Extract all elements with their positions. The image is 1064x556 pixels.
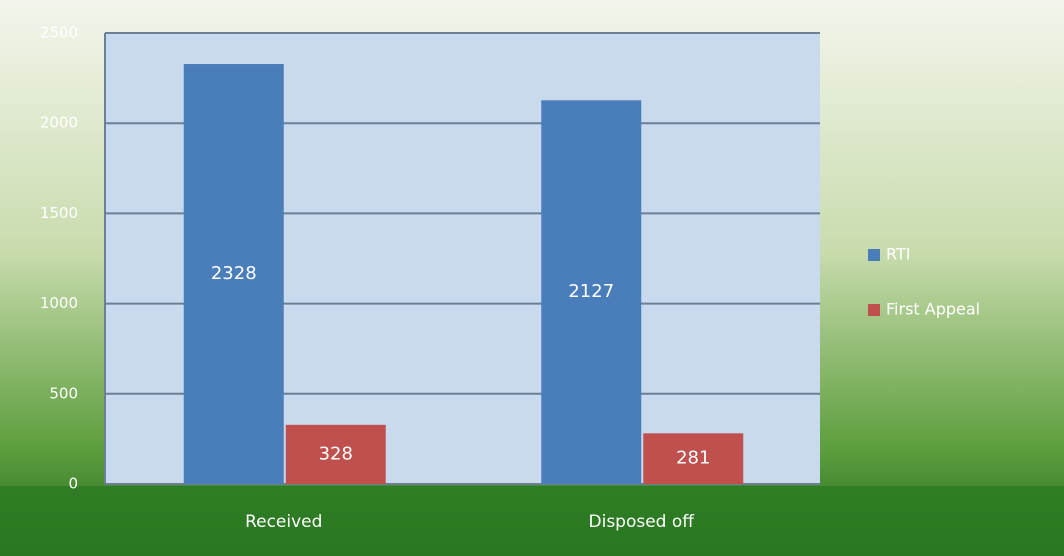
data-label: 328 <box>319 443 353 464</box>
legend-label: First Appeal <box>886 300 980 319</box>
legend-swatch <box>868 249 880 261</box>
bar <box>643 433 744 484</box>
data-label: 2328 <box>211 263 257 284</box>
bar <box>541 100 642 485</box>
y-tick-label: 2000 <box>40 114 78 132</box>
y-tick-label: 500 <box>49 384 78 402</box>
y-tick-label: 2500 <box>40 24 78 42</box>
data-label: 281 <box>676 448 710 469</box>
y-tick-label: 1500 <box>40 204 78 222</box>
y-tick-label: 0 <box>68 475 78 493</box>
data-label: 2127 <box>568 281 614 302</box>
legend-label: RTI <box>886 245 910 264</box>
y-tick-label: 1000 <box>40 294 78 312</box>
legend-swatch <box>868 304 880 316</box>
bottom-band <box>0 486 1064 556</box>
x-tick-label: Disposed off <box>589 512 696 532</box>
bar <box>285 424 386 484</box>
bar <box>183 64 284 484</box>
x-tick-label: Received <box>245 512 322 532</box>
